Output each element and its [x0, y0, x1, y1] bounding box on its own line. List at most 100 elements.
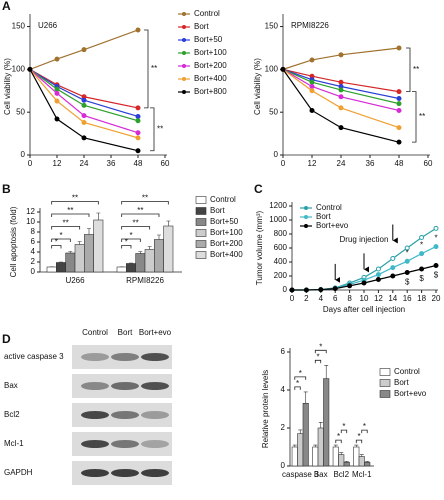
blot-band — [111, 411, 139, 419]
point — [338, 52, 344, 58]
error-bar — [344, 460, 349, 463]
bracket — [121, 201, 169, 205]
point — [404, 258, 410, 264]
bar — [163, 225, 174, 273]
annotation: ** — [137, 206, 143, 215]
legend-marker — [182, 25, 186, 29]
y-tick-label: 10 — [26, 217, 35, 226]
legend-swatch — [195, 251, 207, 259]
point — [135, 148, 141, 154]
legend-label: Control — [316, 203, 342, 212]
lane-label: Bort — [118, 328, 133, 337]
annotation: * — [337, 432, 340, 441]
bracket — [361, 429, 368, 434]
series-line — [29, 68, 139, 109]
y-tick-label: 8 — [31, 227, 36, 236]
panel-label: C — [254, 182, 263, 196]
error-bar — [157, 234, 161, 240]
blot-band — [111, 469, 139, 477]
blot-band — [111, 382, 139, 390]
point — [396, 89, 402, 95]
point — [309, 107, 315, 113]
bar — [343, 461, 350, 467]
y-axis-label: Cell viability (%) — [253, 58, 262, 115]
point — [396, 139, 402, 145]
x-tick-label: caspase 3 — [282, 470, 319, 479]
point — [280, 66, 286, 72]
legend-swatch — [195, 207, 207, 215]
y-tick-label: 6 — [281, 347, 286, 356]
x-tick-label: 18 — [417, 294, 426, 303]
legend-label: Bort+evo — [394, 389, 427, 398]
y-tick-label: 4 — [281, 385, 286, 394]
point — [390, 273, 396, 279]
x-tick-label: 60 — [161, 159, 170, 168]
bracket — [294, 386, 301, 390]
y-tick-label: 150 — [265, 22, 279, 31]
annotation: * — [129, 231, 132, 240]
point — [396, 125, 402, 131]
point — [433, 263, 439, 268]
error-bar — [68, 251, 73, 253]
blot-band — [81, 469, 109, 477]
point — [81, 119, 87, 125]
point — [309, 57, 315, 63]
x-tick-label: 60 — [424, 159, 433, 168]
bracket — [121, 238, 141, 242]
point — [390, 256, 396, 261]
blot-band — [141, 469, 169, 477]
blot-band — [141, 382, 169, 390]
series-line — [282, 69, 400, 143]
series-line — [282, 68, 400, 105]
point — [135, 27, 141, 33]
point — [332, 286, 338, 292]
legend-marker — [182, 38, 186, 42]
annotation: * — [319, 342, 322, 351]
legend-label: Control — [194, 9, 220, 18]
lane-label: Control — [82, 328, 108, 337]
error-bar — [303, 391, 308, 404]
y-tick-label: 6 — [31, 237, 36, 246]
bracket — [314, 359, 322, 364]
annotation: ** — [413, 65, 419, 74]
point — [81, 97, 87, 103]
point — [338, 87, 344, 93]
x-axis-label: Days after cell injection — [323, 305, 405, 314]
row-label: Bcl2 — [4, 410, 20, 419]
point — [338, 79, 344, 85]
point — [81, 102, 87, 108]
legend-marker — [182, 64, 186, 68]
x-tick-label: 36 — [366, 159, 375, 168]
bar — [338, 454, 345, 467]
annotation: ** — [72, 194, 78, 203]
x-tick-label: 4 — [319, 294, 324, 303]
point — [390, 265, 396, 271]
panel-label: D — [2, 332, 11, 346]
legend-marker — [304, 206, 308, 210]
legend-label: Control — [394, 367, 420, 376]
bar — [56, 262, 66, 273]
legend-marker — [182, 51, 186, 55]
legend-swatch — [195, 240, 207, 248]
point — [338, 125, 344, 131]
point — [54, 116, 60, 122]
y-tick-label: 50 — [16, 107, 25, 116]
legend-swatch — [379, 390, 391, 398]
bracket — [335, 439, 342, 444]
annotation: * — [342, 422, 345, 431]
bracket — [121, 213, 160, 217]
point — [361, 280, 367, 286]
legend-label: Bort+800 — [194, 87, 227, 96]
y-tick-label: 100 — [12, 64, 26, 73]
x-tick-label: 10 — [360, 294, 369, 303]
error-bar — [59, 261, 63, 263]
x-tick-label: 8 — [347, 294, 352, 303]
error-bar — [365, 460, 370, 463]
y-tick-label: 12 — [26, 207, 35, 216]
x-tick-label: 0 — [28, 159, 33, 168]
error-bar — [129, 262, 133, 264]
bracket — [294, 376, 307, 380]
y-tick-label: 150 — [12, 22, 26, 31]
point — [303, 287, 309, 293]
bracket — [51, 201, 99, 205]
